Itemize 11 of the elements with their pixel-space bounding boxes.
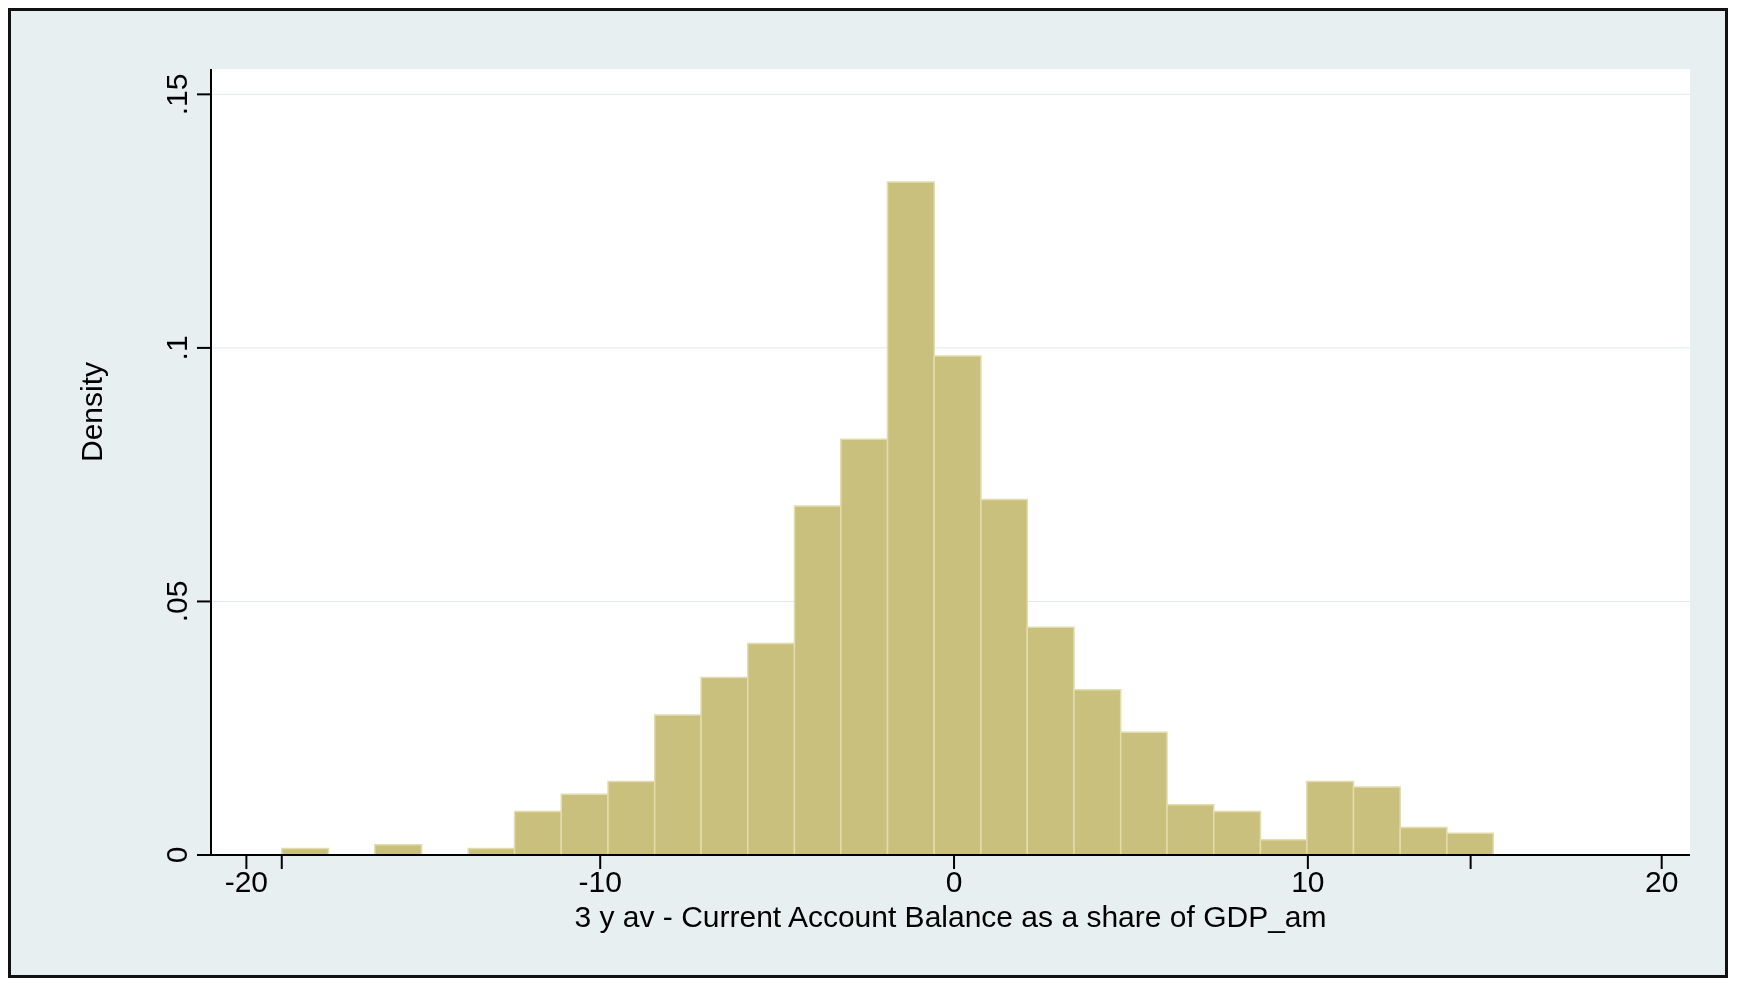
x-axis-title: 3 y av - Current Account Balance as a share of GDP_am bbox=[574, 900, 1327, 933]
y-tick-label: .05 bbox=[160, 580, 193, 623]
x-tick-label: 0 bbox=[945, 865, 963, 899]
y-tick-label: .1 bbox=[160, 335, 193, 361]
x-tick-label: 20 bbox=[1645, 865, 1679, 899]
y-tick-label: 0 bbox=[160, 846, 193, 864]
x-tick-label: 10 bbox=[1291, 865, 1325, 899]
y-axis-title: Density bbox=[74, 361, 108, 462]
x-tick-label: -10 bbox=[578, 865, 622, 899]
y-tick-label: .15 bbox=[160, 73, 193, 116]
x-tick-label: -20 bbox=[224, 865, 269, 899]
